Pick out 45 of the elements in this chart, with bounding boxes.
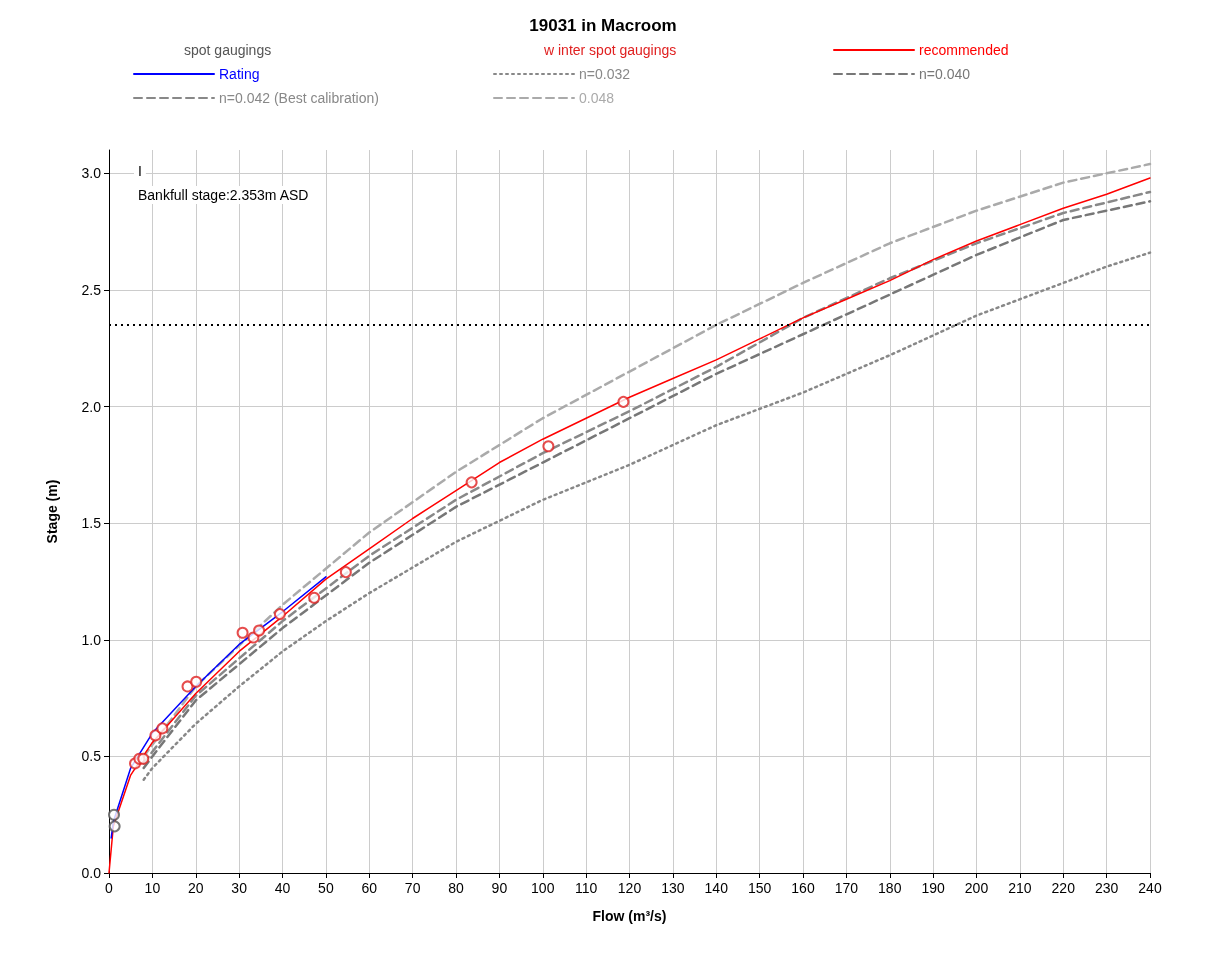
text: 0.048 [579, 90, 615, 106]
y-tick-label: 2.0 [81, 398, 102, 415]
x-tick-label: 240 [1138, 880, 1162, 896]
x-tick-label: 190 [921, 880, 946, 896]
chart-title: 19031 in Macroom [529, 16, 677, 35]
x-tick-label: 100 [531, 880, 555, 896]
text: n=0.032 [579, 66, 631, 82]
x-tick-label: 70 [404, 880, 421, 896]
y-tick-label: 0.0 [81, 865, 102, 881]
x-tick-label: 200 [964, 880, 989, 896]
x-tick-label: 210 [1008, 880, 1032, 896]
annotation: I [138, 163, 142, 179]
x-tick-label: 230 [1094, 880, 1119, 896]
x-axis-title: Flow (m³/s) [592, 908, 667, 924]
x-tick-label: 220 [1051, 880, 1076, 896]
x-tick-label: 110 [574, 880, 598, 896]
text: n=0.042 (Best calibration) [219, 90, 379, 106]
y-tick-label: 2.5 [81, 281, 102, 298]
x-tick-label: 40 [274, 880, 291, 896]
text: spot gaugings [184, 42, 272, 58]
x-tick-label: 120 [617, 880, 642, 896]
y-tick-label: 3.0 [81, 165, 102, 182]
x-tick-label: 30 [231, 880, 248, 896]
x-tick-label: 80 [448, 880, 464, 896]
x-tick-label: 180 [878, 880, 902, 896]
y-tick-label: 1.0 [81, 631, 102, 648]
x-tick-label: 90 [491, 880, 508, 896]
text: n=0.040 [919, 66, 971, 82]
x-tick-label: 150 [747, 880, 772, 896]
x-tick-label: 170 [834, 880, 859, 896]
x-tick-label: 0 [105, 880, 114, 896]
x-tick-label: 50 [318, 880, 334, 896]
text: Rating [219, 66, 260, 82]
x-tick-label: 20 [187, 880, 204, 896]
text: recommended [919, 42, 1009, 58]
x-tick-label: 10 [144, 880, 161, 896]
y-tick-label: 0.5 [81, 748, 102, 765]
text: w inter spot gaugings [543, 42, 677, 58]
x-tick-label: 60 [361, 880, 378, 896]
x-tick-label: 140 [704, 880, 729, 896]
y-axis-title: Stage (m) [44, 479, 60, 544]
y-tick-label: 1.5 [81, 515, 102, 532]
x-tick-label: 160 [791, 880, 815, 896]
annotation: Bankfull stage:2.353m ASD [138, 187, 309, 203]
x-tick-label: 130 [661, 880, 685, 896]
